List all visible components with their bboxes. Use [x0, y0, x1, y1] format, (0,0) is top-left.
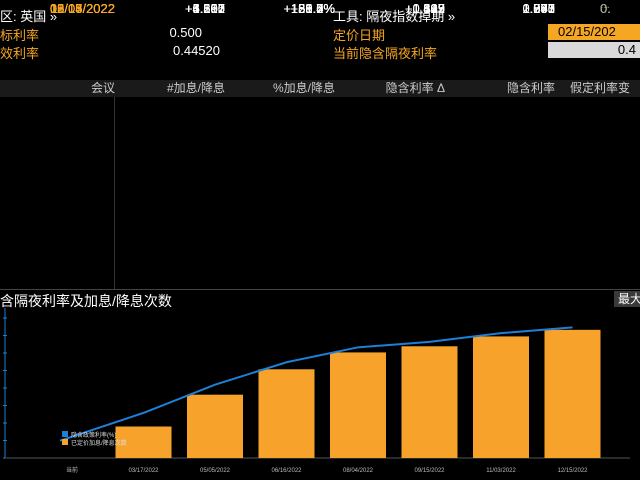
cell-assumed-rate: 0. [600, 1, 611, 16]
cell-hikes-num: +6.501 [184, 1, 225, 16]
pricing-date-label: 定价日期 [333, 28, 386, 43]
target-rate-value: 0.500 [169, 25, 202, 40]
cell-implied-rate: 1.573 [522, 1, 555, 16]
rate-chart: 当前 03/17/2022 05/05/2022 06/16/2022 08/04/20… [3, 308, 630, 474]
legend-label: 隐含政策利率(%) [71, 431, 116, 439]
table-header: 会议 #加息/降息 %加息/降息 隐含利率 Δ 隐含利率 假定利率变 [0, 80, 640, 97]
cell-meeting-date: 09/15/2022 [49, 1, 115, 16]
cell-implied-rate: 1.787 [522, 1, 555, 16]
cell-implied-delta: +0.399 [404, 1, 445, 16]
col-implied-delta: 隐含利率 Δ [385, 81, 445, 95]
cell-assumed-rate: 0. [600, 1, 611, 16]
implied-rate-value: 0.4 [548, 42, 640, 58]
chart-max-button[interactable]: 最大 [614, 291, 640, 307]
x-tick-label: 03/17/2022 [128, 468, 159, 474]
cell-hikes-num: +6.167 [184, 1, 225, 16]
cell-implied-delta: +1.125 [404, 1, 445, 16]
region-selector[interactable]: 区: 英国 » [0, 9, 58, 24]
cell-implied-rate: 0.847 [522, 1, 555, 16]
cell-assumed-rate: 0. [600, 1, 611, 16]
col-hikes-pct: %加息/降息 [272, 81, 335, 95]
bar [187, 394, 243, 458]
cell-hikes-pct: +161.5% [283, 1, 335, 16]
series-line [59, 326, 573, 442]
bar [258, 369, 315, 458]
cell-hikes-num: +3.212 [184, 1, 225, 16]
cell-hikes-num: +5.667 [184, 1, 225, 16]
cell-hikes-pct: +159.7% [283, 1, 335, 16]
x-tick-label: 08/04/2022 [343, 468, 374, 474]
legend-label: 已定价加息/降息次数 [71, 439, 127, 447]
cell-implied-rate: 2.073 [522, 1, 555, 16]
cell-meeting-date: 05/05/2022 [49, 1, 115, 16]
cell-implied-delta: +1.625 [404, 1, 445, 16]
cell-hikes-num: +1.597 [184, 1, 225, 16]
cell-implied-rate: 1.251 [522, 1, 555, 16]
bar [544, 329, 601, 458]
x-tick-label: 11/03/2022 [486, 468, 516, 474]
x-tick-label: 当前 [66, 466, 78, 474]
effective-rate-label: 效利率 [0, 46, 40, 61]
x-tick-label: 05/05/2022 [200, 468, 231, 474]
implied-rate-label: 当前隐含隔夜利率 [333, 46, 438, 61]
cell-hikes-pct: +128.7% [283, 1, 335, 16]
x-tick-label: 06/16/2022 [271, 468, 302, 474]
target-rate-label: 标利率 [0, 28, 40, 43]
col-meeting: 会议 [90, 81, 115, 95]
cell-implied-rate: 1.990 [522, 1, 555, 16]
cell-hikes-num: +5.355 [184, 1, 225, 16]
bar [330, 352, 386, 458]
cell-hikes-pct: +33.4% [290, 1, 335, 16]
cell-meeting-date: 06/16/2022 [49, 1, 115, 16]
chart-title: 含隔夜利率及加息/降息次数 [0, 293, 172, 309]
cell-implied-delta: +0.803 [404, 1, 445, 16]
cell-assumed-rate: 0. [600, 1, 611, 16]
bar [115, 426, 172, 458]
cell-assumed-rate: 0. [600, 1, 611, 16]
col-implied-rate: 隐含利率 [506, 81, 555, 95]
cell-hikes-num: +4.500 [184, 1, 225, 16]
legend-swatch-line [62, 431, 68, 437]
cell-meeting-date: 03/17/2022 [49, 1, 115, 16]
cell-implied-delta: +1.417 [404, 1, 445, 16]
cell-implied-delta: +1.339 [404, 1, 445, 16]
cell-implied-rate: 1.865 [522, 1, 555, 16]
cell-meeting-date: 11/03/2022 [50, 1, 115, 16]
column-divider [114, 97, 115, 290]
cell-hikes-pct: +50.0% [290, 1, 335, 16]
col-assumed-rate: 假定利率变 [570, 81, 631, 95]
x-tick-label: 12/15/2022 [557, 468, 588, 474]
cell-assumed-rate: 0. [600, 1, 611, 16]
bar [401, 346, 458, 458]
cell-hikes-pct: +31.2% [290, 1, 335, 16]
effective-rate-value: 0.44520 [173, 43, 220, 58]
cell-meeting-date: 12/15/2022 [49, 1, 115, 16]
cell-meeting-date: 08/04/2022 [49, 1, 115, 16]
chart-divider [0, 289, 640, 290]
cell-implied-delta: +1.542 [404, 1, 445, 16]
cell-hikes-pct: +85.5% [290, 1, 335, 16]
legend-swatch-bar [62, 439, 68, 445]
x-tick-label: 09/15/2022 [414, 468, 445, 474]
cell-assumed-rate: 0. [600, 1, 611, 16]
instrument-selector[interactable]: 工具: 隔夜指数掉期 » [333, 9, 456, 24]
col-hikes-num: #加息/降息 [166, 81, 225, 95]
top-right-link[interactable]: … [600, 0, 610, 10]
pricing-date-field[interactable]: 02/15/202 [548, 24, 640, 40]
bar [473, 336, 529, 458]
